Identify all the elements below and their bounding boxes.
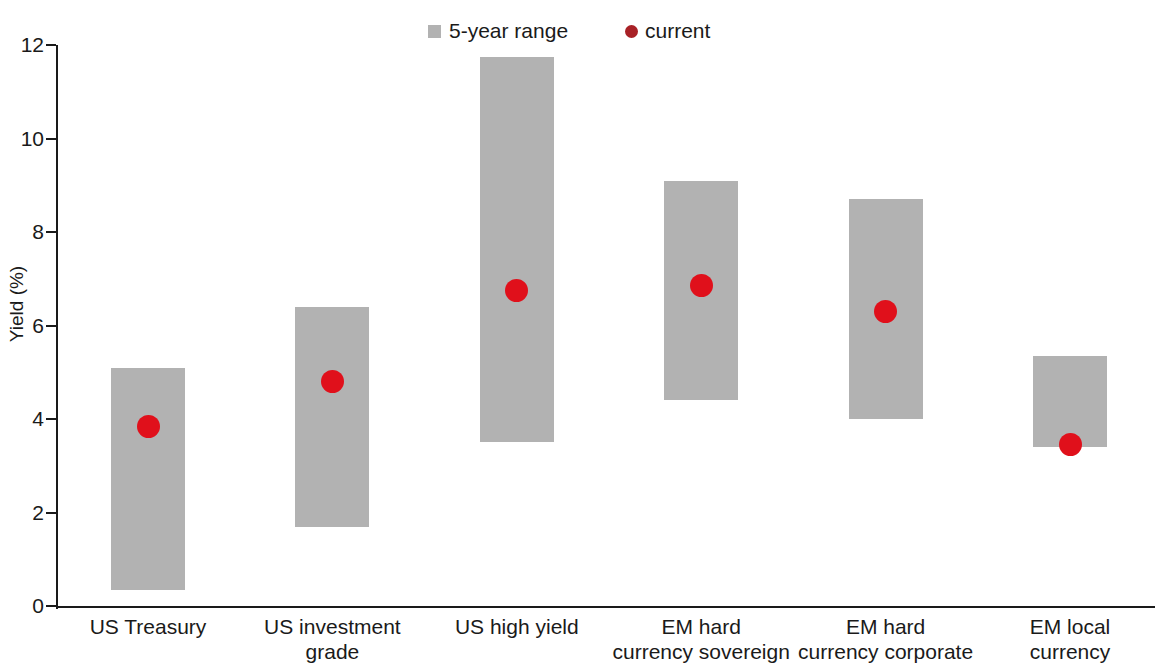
current-dot xyxy=(874,300,897,323)
range-bar xyxy=(111,368,185,590)
y-tick-mark xyxy=(46,44,56,46)
x-category-label: EM local currency xyxy=(950,615,1162,664)
range-legend-swatch xyxy=(428,25,441,38)
y-tick-label: 8 xyxy=(0,219,44,245)
current-legend-swatch xyxy=(625,25,638,38)
y-tick-mark xyxy=(46,325,56,327)
x-axis-line xyxy=(56,606,1155,608)
y-tick-label: 6 xyxy=(0,313,44,339)
current-dot xyxy=(690,274,713,297)
y-tick-mark xyxy=(46,605,56,607)
yield-range-chart: Yield (%) 5-year range current 024681012… xyxy=(0,0,1162,664)
y-tick-mark xyxy=(46,418,56,420)
current-legend-label: current xyxy=(645,19,710,43)
range-legend-label: 5-year range xyxy=(449,19,568,43)
y-tick-label: 2 xyxy=(0,500,44,526)
y-tick-label: 12 xyxy=(0,32,44,58)
current-dot xyxy=(321,370,344,393)
range-bar xyxy=(480,57,554,443)
y-tick-mark xyxy=(46,138,56,140)
y-axis-title: Yield (%) xyxy=(4,253,30,355)
y-tick-mark xyxy=(46,231,56,233)
y-axis-line xyxy=(56,45,58,609)
current-dot xyxy=(137,415,160,438)
y-tick-mark xyxy=(46,512,56,514)
y-tick-label: 10 xyxy=(0,126,44,152)
current-dot xyxy=(1059,433,1082,456)
y-tick-label: 4 xyxy=(0,406,44,432)
range-bar xyxy=(295,307,369,527)
